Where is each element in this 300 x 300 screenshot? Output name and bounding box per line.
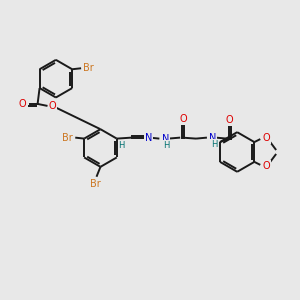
Text: O: O	[49, 101, 56, 111]
Text: Br: Br	[83, 63, 93, 73]
Text: N: N	[145, 133, 152, 142]
Text: N: N	[162, 134, 169, 144]
Text: H: H	[163, 141, 170, 150]
Text: O: O	[262, 133, 270, 143]
Text: Br: Br	[90, 179, 101, 189]
Text: N: N	[209, 133, 217, 142]
Text: O: O	[179, 114, 187, 124]
Text: H: H	[118, 141, 125, 150]
Text: H: H	[211, 140, 217, 149]
Text: Br: Br	[62, 133, 73, 142]
Text: O: O	[19, 99, 26, 109]
Text: O: O	[226, 115, 233, 125]
Text: O: O	[262, 161, 270, 171]
